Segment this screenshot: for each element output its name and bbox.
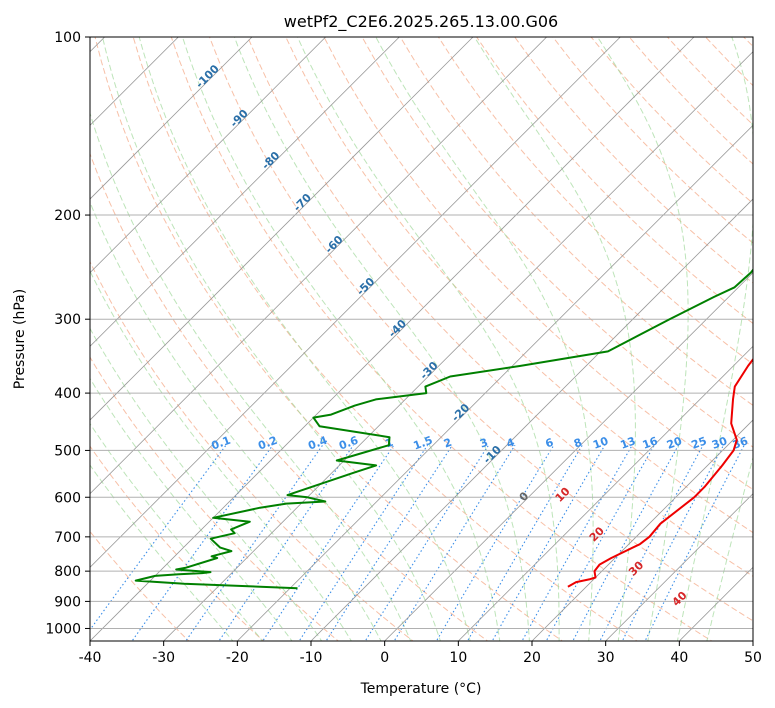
moist-adiabat xyxy=(90,377,293,641)
x-tick-label: 50 xyxy=(744,650,762,666)
mixing-ratio-label: 10 xyxy=(591,434,610,452)
dry-adiabat xyxy=(209,37,753,622)
isotherm xyxy=(90,37,621,568)
mixing-ratio-line xyxy=(262,444,395,641)
y-tick-label: 1000 xyxy=(45,621,81,637)
dry-adiabat xyxy=(514,37,753,284)
y-tick-label: 400 xyxy=(54,386,81,402)
temperature-profile xyxy=(567,357,753,588)
mixing-ratio-label: 0.6 xyxy=(337,434,360,453)
dry-adiabat xyxy=(90,445,265,641)
x-tick-label: 30 xyxy=(597,650,615,666)
isotherm xyxy=(90,37,695,641)
y-tick-label: 700 xyxy=(54,530,81,546)
mixing-ratio-line xyxy=(599,444,704,641)
moist-adiabat xyxy=(297,37,560,641)
mixing-ratio-line xyxy=(572,444,679,641)
y-tick-label: 100 xyxy=(54,30,81,46)
mixing-ratio-label: 30 xyxy=(710,434,729,452)
x-axis-label: Temperature (°C) xyxy=(360,681,482,697)
mixing-ratio-label: 1.5 xyxy=(412,434,435,453)
y-tick-label: 500 xyxy=(54,443,81,459)
profiles xyxy=(134,268,753,590)
mixing-ratio-line xyxy=(325,444,453,641)
x-tick-label: 0 xyxy=(380,650,389,666)
moist-adiabat xyxy=(182,37,501,641)
isotherm xyxy=(90,37,547,495)
plot-frame xyxy=(89,36,754,642)
moist-adiabat xyxy=(676,37,753,641)
dry-adiabat xyxy=(399,37,753,407)
x-tick-label: 40 xyxy=(670,650,688,666)
mixing-ratio-labels: 0.1 0.2 0.4 0.6 1 1.5 2 3 4 6 8 10 13 16 20 25 30 36 xyxy=(210,434,750,453)
y-tick-label: 300 xyxy=(54,312,81,328)
isotherm xyxy=(310,198,753,641)
moist-adiabat xyxy=(375,37,594,641)
mixing-ratio-line xyxy=(466,444,583,641)
mixing-ratio-label: 16 xyxy=(641,434,660,452)
mixing-ratio-line xyxy=(435,444,555,641)
mixing-ratio-label: 25 xyxy=(690,434,709,451)
dry-adiabat xyxy=(476,37,753,325)
isotherm xyxy=(384,272,753,641)
mixing-ratio-label: 13 xyxy=(619,434,638,451)
moist-adiabat xyxy=(138,37,471,641)
y-axis-label: Pressure (hPa) xyxy=(12,289,28,389)
isotherm xyxy=(458,345,753,641)
mixing-ratio-line xyxy=(185,444,324,641)
mixing-ratio-line xyxy=(218,444,354,641)
moist-adiabat xyxy=(102,37,441,641)
moist-adiabat xyxy=(90,327,323,641)
mixing-ratio-line xyxy=(393,444,516,641)
x-axis: -40 -30 -20 -10 0 10 20 30 40 50 xyxy=(79,641,762,666)
x-tick-label: -30 xyxy=(152,650,175,666)
grid-lines xyxy=(90,37,753,641)
chart-title: wetPf2_C2E6.2025.265.13.00.G06 xyxy=(284,12,558,32)
y-tick-label: 600 xyxy=(54,490,81,506)
y-axis: 100 200 300 400 500 600 700 800 900 1000 xyxy=(45,30,90,637)
x-tick-label: -40 xyxy=(79,650,102,666)
isotherm xyxy=(237,124,753,641)
isotherm xyxy=(163,51,753,641)
y-tick-label: 900 xyxy=(54,594,81,610)
isotherm xyxy=(90,37,400,347)
mixing-ratio-line xyxy=(298,444,429,641)
isotherm xyxy=(90,37,474,421)
isotherm xyxy=(531,419,753,641)
mixing-ratio-label: 6 xyxy=(544,436,556,451)
mixing-ratio-line xyxy=(364,444,489,641)
isotherm xyxy=(90,37,326,274)
mixing-ratio-label: 20 xyxy=(665,434,684,452)
y-tick-label: 200 xyxy=(54,208,81,224)
isotherm xyxy=(90,37,253,200)
x-tick-label: -20 xyxy=(226,650,249,666)
isotherm xyxy=(605,493,753,641)
mixing-ratio-line xyxy=(90,444,227,631)
mixing-ratio-label: 4 xyxy=(505,436,517,451)
mixing-ratio-label: 0.4 xyxy=(306,434,329,453)
moist-adiabat xyxy=(597,37,689,641)
x-tick-label: 20 xyxy=(523,650,541,666)
x-tick-label: 10 xyxy=(449,650,467,666)
x-tick-label: -10 xyxy=(300,650,323,666)
moist-adiabat xyxy=(473,37,636,641)
dry-adiabat xyxy=(361,37,753,448)
mixing-ratio-label: 0.2 xyxy=(256,434,279,453)
mixing-ratio-label: 3 xyxy=(478,436,490,451)
dewpoint-profile xyxy=(134,268,753,590)
mixing-ratio-label: 0.1 xyxy=(210,434,233,453)
mixing-ratio-label: 8 xyxy=(572,436,584,451)
dry-adiabat xyxy=(323,37,753,491)
mixing-ratio-label: 2 xyxy=(442,436,454,451)
y-tick-label: 800 xyxy=(54,564,81,580)
dry-adiabat xyxy=(94,37,564,641)
dry-adiabat xyxy=(90,152,489,641)
